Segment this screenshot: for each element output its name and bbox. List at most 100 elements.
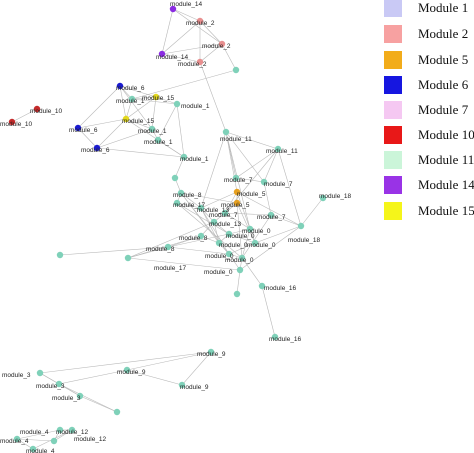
graph-edge: [300, 197, 324, 227]
legend-item: Module 7: [384, 100, 468, 120]
network-graph: module_14 module_2 module_14 module_2 module…: [0, 1, 352, 453]
node-label: module_6: [116, 85, 145, 92]
graph-edge: [200, 207, 230, 255]
network-graph-canvas: module_14module_2module_14module_2module…: [0, 1, 352, 453]
graph-node: [29, 445, 37, 453]
node-label: module_10: [30, 108, 63, 115]
graph-edge: [176, 103, 185, 158]
graph-edge: [125, 96, 157, 120]
graph-edge: [161, 43, 223, 55]
node-label: module_0: [226, 233, 255, 240]
graph-node: [232, 66, 240, 74]
graph-edge: [161, 8, 174, 55]
legend-swatch: [384, 0, 402, 17]
node-label: module_8: [146, 246, 175, 253]
graph-edge: [254, 225, 302, 244]
graph-node: [173, 100, 181, 108]
graph-node: [55, 380, 63, 388]
graph-edge: [236, 269, 241, 295]
graph-node: [197, 232, 205, 240]
graph-edge: [79, 395, 118, 413]
graph-edge: [176, 202, 230, 235]
graph-edge: [127, 257, 241, 271]
node-label: module_6: [69, 127, 98, 134]
graph-edge: [126, 369, 183, 386]
graph-node: [207, 348, 215, 356]
graph-node: [233, 188, 241, 196]
node-label: module_12: [56, 429, 89, 436]
graph-edge: [16, 429, 61, 440]
graph-node: [13, 435, 21, 443]
graph-node: [152, 93, 160, 101]
graph-node: [8, 118, 16, 126]
graph-edge: [77, 118, 127, 129]
node-label: module_4: [0, 438, 29, 445]
graph-node: [177, 189, 185, 197]
legend-item: Module 6: [384, 75, 468, 95]
graph-node: [68, 426, 76, 434]
graph-node: [238, 254, 246, 262]
node-label: module_5: [221, 202, 250, 209]
graph-edge: [176, 202, 202, 209]
graph-edge: [77, 127, 98, 149]
node-label: module_7: [209, 212, 238, 219]
node-label: module_17: [154, 265, 187, 272]
graph-edge: [199, 43, 223, 63]
graph-node: [319, 194, 327, 202]
node-label: module_11: [266, 148, 298, 155]
graph-node: [154, 136, 162, 144]
graph-edge: [228, 233, 256, 244]
node-layer: [8, 5, 327, 453]
graph-edge: [180, 192, 202, 209]
graph-edge: [239, 225, 302, 271]
graph-edge: [119, 85, 127, 120]
node-label: module_6: [81, 147, 110, 154]
graph-node: [196, 58, 204, 66]
node-label: module_4: [20, 429, 49, 436]
graph-node: [225, 230, 233, 238]
graph-node: [148, 125, 156, 133]
graph-node: [260, 178, 268, 186]
graph-edge: [125, 118, 153, 130]
legend-item: Module 5: [384, 50, 468, 70]
graph-edge: [224, 212, 251, 230]
node-label: module_14: [170, 1, 203, 8]
graph-node: [33, 105, 41, 113]
graph-edge: [263, 148, 279, 183]
graph-edge: [225, 131, 238, 193]
graph-edge: [125, 98, 133, 120]
legend-swatch: [384, 76, 402, 94]
graph-node: [197, 204, 205, 212]
graph-edge: [157, 103, 178, 141]
legend-label: Module 10: [418, 127, 474, 142]
graph-edge: [200, 191, 238, 209]
node-label: module_13: [209, 221, 242, 228]
graph-edge: [200, 131, 227, 209]
graph-edge: [16, 438, 55, 442]
graph-edge: [241, 228, 251, 259]
graph-edge: [176, 202, 243, 259]
graph-edge: [167, 246, 230, 255]
graph-node: [178, 381, 186, 389]
node-label: module_17: [173, 202, 206, 209]
graph-edge: [161, 20, 201, 55]
graph-node: [36, 369, 44, 377]
graph-node: [274, 145, 282, 153]
legend-label: Module 6: [418, 77, 469, 92]
node-label: module_0: [242, 228, 271, 235]
node-label: module_2: [178, 61, 207, 68]
graph-edge: [228, 242, 256, 255]
node-label: module_16: [269, 336, 302, 343]
node-label: module_3: [52, 395, 81, 402]
graph-node: [173, 199, 181, 207]
graph-node: [122, 115, 130, 123]
graph-node: [271, 333, 279, 341]
legend-item: Module 1: [384, 0, 468, 18]
graph-node: [124, 254, 132, 262]
graph-node: [297, 222, 305, 230]
node-label: module_16: [264, 285, 297, 292]
legend-swatch: [384, 202, 402, 220]
graph-edge: [157, 139, 185, 158]
legend-swatch: [384, 151, 402, 169]
node-label: module_0: [247, 242, 276, 249]
